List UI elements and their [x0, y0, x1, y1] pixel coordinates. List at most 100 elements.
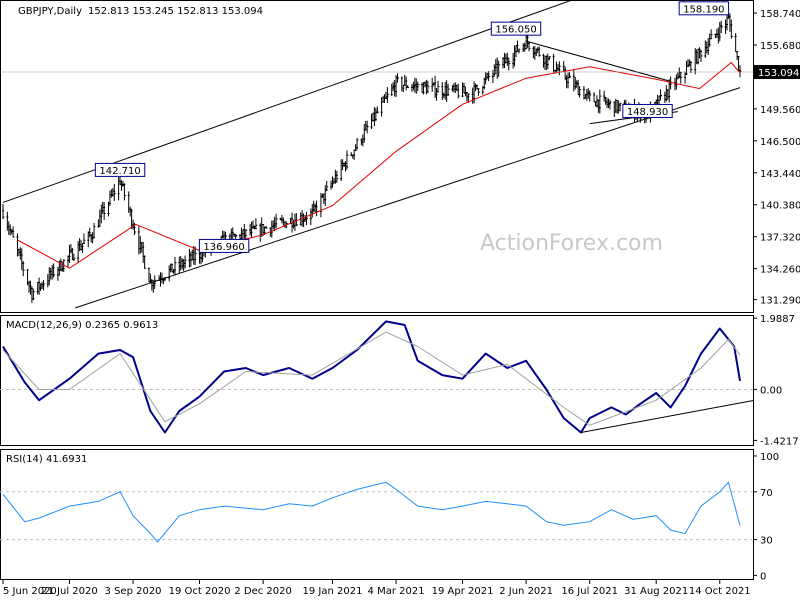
candle	[659, 89, 663, 101]
y-tick-label: 155.680	[760, 41, 800, 52]
candle	[528, 42, 531, 52]
candle	[402, 84, 405, 93]
candle	[405, 76, 408, 91]
candle	[517, 48, 521, 54]
annotation-156-050: 156.050	[490, 21, 542, 36]
macd-panel-frame	[0, 315, 754, 446]
candle	[619, 102, 622, 112]
candle	[356, 137, 359, 150]
candle	[386, 87, 389, 103]
x-tick-label: 4 Mar 2021	[368, 586, 425, 597]
annotation-label: 156.050	[495, 25, 536, 36]
candle	[103, 202, 106, 220]
candle	[578, 86, 582, 98]
y-tick-label: 134.260	[760, 265, 800, 276]
candle	[42, 280, 45, 291]
candle	[730, 19, 733, 39]
y-tick-label: 143.440	[760, 169, 800, 180]
annotation-148-930: 148.930	[622, 103, 673, 118]
candle	[194, 246, 197, 266]
annotation-box	[198, 238, 250, 253]
candle	[231, 227, 235, 240]
macd-line	[2, 320, 741, 434]
y-tick-label: 146.500	[760, 137, 800, 148]
y-tick-label: 30	[760, 536, 773, 547]
annotation-box	[678, 1, 730, 16]
candle	[477, 88, 480, 96]
candle	[72, 253, 76, 262]
candle	[275, 213, 278, 229]
candle	[32, 288, 35, 301]
candle	[184, 255, 187, 269]
y-tick-label: 140.380	[760, 201, 800, 212]
candle	[366, 120, 369, 134]
y-tick-label: 0	[760, 571, 766, 582]
candle	[22, 260, 25, 277]
x-tick-label: 2 Jun 2021	[499, 586, 553, 597]
candle	[457, 83, 460, 99]
candle	[608, 99, 612, 110]
candle	[265, 225, 268, 229]
channel-upper-line	[2, 0, 573, 203]
y-tick-label: 131.290	[760, 296, 800, 307]
candle	[593, 92, 596, 103]
rsi-line	[2, 481, 741, 543]
candle	[123, 183, 126, 201]
x-tick-label: 5 Jun 2020	[3, 586, 57, 597]
y-tick-label: 70	[760, 488, 773, 499]
x-tick-label: 3 Sep 2020	[105, 586, 162, 597]
macd-layer: 1.9887 0.00 -1.4217	[0, 314, 799, 447]
candle	[335, 170, 339, 183]
candle	[93, 223, 96, 239]
y-tick-label: 149.560	[760, 105, 800, 116]
moving-average-line	[17, 61, 741, 269]
candle	[12, 226, 15, 238]
candle	[734, 33, 738, 53]
candle	[679, 71, 683, 84]
candle	[173, 256, 177, 276]
price-title: GBPJPY,Daily 152.813 153.245 152.813 153.…	[18, 6, 263, 17]
x-tick-label: 19 Oct 2020	[169, 586, 231, 597]
y-tick-label: 137.320	[760, 233, 800, 244]
x-tick-label: 19 Apr 2021	[432, 586, 494, 597]
candle	[558, 61, 561, 76]
watermark: ActionForex.com	[480, 231, 663, 256]
annotation-box	[490, 21, 542, 36]
candle	[699, 49, 703, 62]
rsi-layer: 100 70 30 0	[0, 452, 779, 582]
macd-title: MACD(12,26,9) 0.2365 0.9613	[6, 320, 158, 331]
y-tick-label: 1.9887	[760, 314, 795, 325]
candle	[2, 204, 5, 220]
annotation-box	[622, 103, 673, 118]
y-tick-label: -1.4217	[760, 436, 799, 447]
candle	[52, 263, 56, 278]
candle	[689, 60, 693, 74]
candle	[467, 93, 470, 103]
candle	[538, 46, 541, 57]
candle	[720, 20, 723, 34]
candle	[81, 242, 84, 254]
candle	[447, 83, 450, 96]
annotation-label: 142.710	[99, 166, 140, 177]
x-tick-label: 21 Jul 2020	[41, 586, 98, 597]
last-price-tag-bg	[754, 65, 800, 80]
annotation-142-710: 142.710	[94, 162, 146, 177]
price-layer: 142.710 136.960 156.050 148.930 158.190 158.7…	[0, 0, 800, 309]
annotation-box	[94, 162, 146, 177]
last-price-tag: 153.094	[754, 65, 800, 80]
candle	[588, 90, 592, 102]
candle	[82, 233, 86, 244]
candle	[376, 106, 379, 114]
annotation-136-960: 136.960	[198, 238, 250, 253]
candle	[507, 57, 511, 71]
triangle-upper-line	[525, 40, 671, 82]
price-panel-frame	[0, 0, 754, 313]
candle	[598, 89, 602, 114]
x-tick-label: 16 Jul 2021	[561, 586, 618, 597]
candle	[436, 80, 440, 93]
candle	[426, 80, 430, 93]
candle	[345, 150, 349, 170]
signal-line	[2, 331, 741, 426]
